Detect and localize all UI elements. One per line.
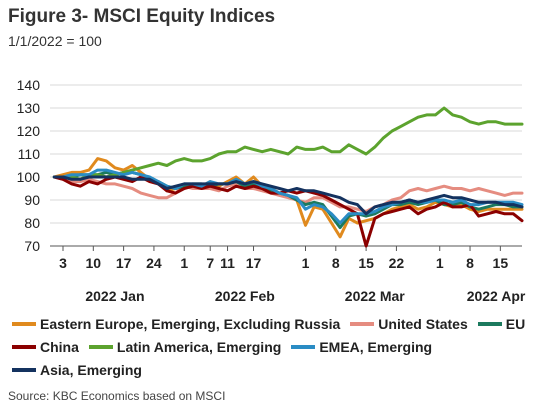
y-tick-label: 110 — [18, 146, 41, 162]
legend-swatch — [291, 344, 316, 349]
x-tick-label: 22 — [389, 255, 405, 271]
legend-swatch — [12, 321, 36, 326]
x-tick-label: 11 — [220, 255, 235, 271]
legend-item: EMEA, Emerging — [291, 339, 432, 355]
legend-row: China Latin America, Emerging EMEA, Emergi… — [12, 335, 537, 358]
x-tick-label: 1 — [302, 255, 310, 271]
x-tick-label: 7 — [206, 255, 214, 271]
month-label: 2022 Apr — [467, 288, 526, 304]
y-tick-label: 70 — [24, 238, 40, 254]
month-label: 2022 Mar — [345, 288, 405, 304]
y-tick-label: 120 — [17, 123, 41, 139]
chart-title: Figure 3- MSCI Equity Indices — [8, 6, 276, 27]
chart-legend: Eastern Europe, Emerging, Excluding Russ… — [12, 312, 537, 381]
y-tick-label: 90 — [24, 192, 40, 208]
legend-row: Eastern Europe, Emerging, Excluding Russ… — [12, 312, 537, 335]
series-line-2 — [52, 175, 524, 213]
month-label: 2022 Jan — [85, 288, 144, 304]
legend-item: Latin America, Emerging — [88, 338, 282, 355]
legend-row: Asia, Emerging — [12, 358, 537, 381]
legend-label: China — [40, 338, 79, 355]
legend-item: Asia, Emerging — [12, 362, 142, 378]
legend-swatch — [88, 344, 113, 349]
x-tick-label: 15 — [493, 255, 509, 271]
y-tick-label: 100 — [17, 169, 41, 185]
legend-swatch — [12, 344, 36, 349]
source-note: Source: KBC Economics based on MSCI — [8, 389, 226, 403]
x-tick-label: 3 — [59, 255, 67, 271]
x-tick-label: 8 — [466, 255, 474, 271]
legend-swatch — [477, 321, 502, 326]
legend-label: Asia, Emerging — [40, 361, 142, 378]
legend-swatch — [350, 321, 375, 326]
legend-item: China — [12, 339, 79, 355]
legend-label: Latin America, Emerging — [116, 338, 282, 355]
chart-subtitle: 1/1/2022 = 100 — [8, 33, 102, 49]
series-line-6 — [52, 168, 524, 225]
grid-layer — [50, 84, 522, 247]
x-tick-label: 1 — [180, 255, 188, 271]
series-line-7 — [52, 175, 524, 216]
legend-swatch — [12, 367, 36, 372]
series-layer — [52, 106, 524, 248]
legend-label: Eastern Europe, Emerging, Excluding Russ… — [40, 315, 341, 332]
y-tick-label: 80 — [24, 215, 40, 231]
x-tick-label: 1 — [436, 255, 444, 271]
x-tick-label: 17 — [246, 255, 262, 271]
legend-label: EMEA, Emerging — [319, 338, 433, 355]
legend-item: United States — [350, 315, 468, 332]
series-line-5 — [52, 106, 524, 181]
legend-item: Eastern Europe, Emerging, Excluding Russ… — [12, 316, 340, 332]
legend-item: EU — [477, 315, 526, 332]
x-tick-label: 24 — [146, 255, 162, 271]
y-tick-label: 140 — [17, 77, 41, 93]
x-tick-label: 17 — [116, 255, 132, 271]
month-label: 2022 Feb — [215, 288, 275, 304]
y-tick-label: 130 — [17, 100, 41, 116]
legend-label: EU — [505, 315, 526, 332]
legend-label: United States — [378, 315, 468, 332]
x-tick-label: 15 — [358, 255, 374, 271]
x-tick-label: 8 — [332, 255, 340, 271]
x-tick-label: 10 — [86, 255, 102, 271]
